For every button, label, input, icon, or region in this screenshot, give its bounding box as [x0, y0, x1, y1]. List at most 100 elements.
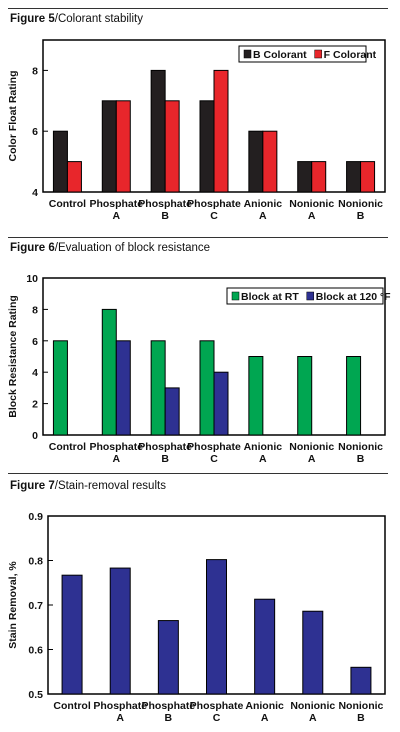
y-tick-label: 6 [32, 336, 38, 348]
bar [350, 666, 372, 695]
x-category-label-line: Nonionic [338, 441, 383, 453]
x-category-label-line: B [357, 210, 365, 222]
x-category-label-line: C [213, 712, 221, 724]
x-category-label: Control [49, 441, 86, 453]
y-tick-label: 8 [32, 304, 38, 316]
x-category-label: Phosphate A [89, 198, 143, 222]
x-category-label-line: Phosphate [190, 700, 244, 712]
figure-6-heading: Figure 6/Evaluation of block resistance [10, 242, 210, 254]
legend-swatch [306, 291, 315, 301]
bar [164, 100, 180, 193]
legend-label: Block at 120 °F [316, 291, 391, 303]
x-category-label-line: Nonionic [338, 700, 383, 712]
x-category-label-line: C [210, 210, 218, 222]
y-tick-label: 6 [32, 126, 38, 138]
legend-label: F Colorant [324, 49, 377, 61]
bar [206, 559, 227, 695]
x-category-label-line: Anionic [244, 441, 283, 453]
bar [199, 340, 215, 436]
x-category-label: Nonionic A [289, 441, 334, 465]
x-category-label-line: A [309, 712, 317, 724]
bar [52, 130, 68, 193]
bar [66, 161, 82, 193]
y-tick-label: 0 [32, 430, 38, 442]
legend-box [226, 287, 384, 305]
x-category-label: Nonionic B [338, 700, 383, 724]
bar [360, 161, 376, 193]
bar [254, 598, 276, 695]
x-category-label: Control [53, 700, 90, 712]
x-category-label: Phosphate A [93, 700, 147, 724]
x-category-label-line: C [210, 453, 218, 465]
x-category-label-line: Anionic [244, 198, 283, 210]
bar [213, 371, 229, 436]
x-category-label-line: B [161, 453, 169, 465]
x-category-label-line: Phosphate [93, 700, 147, 712]
x-category-label-line: A [112, 453, 120, 465]
figure-5-number: Figure 5 [10, 13, 55, 25]
x-category-label-line: Phosphate [138, 441, 192, 453]
y-tick-label: 0.9 [28, 511, 43, 523]
bar [150, 69, 166, 193]
x-category-label-line: A [116, 712, 124, 724]
bar [52, 340, 68, 436]
figure-5-top-rule [8, 8, 388, 9]
bar [248, 356, 264, 436]
bar [302, 610, 324, 695]
x-category-label: Anionic A [244, 198, 283, 222]
x-category-label: Anionic A [245, 700, 284, 724]
legend-label: Block at RT [241, 291, 299, 303]
figure-7-caption: Stain-removal results [57, 480, 166, 492]
x-category-label-line: Phosphate [138, 198, 192, 210]
x-category-label: Phosphate B [138, 441, 192, 465]
x-category-label: Nonionic B [338, 198, 383, 222]
x-category-label-line: Control [49, 441, 86, 453]
y-tick-label: 4 [32, 187, 38, 199]
x-category-label-line: Nonionic [289, 441, 334, 453]
bar [115, 100, 131, 193]
y-axis-title: Block Resistance Rating [7, 295, 19, 418]
figure-6-top-rule [8, 237, 388, 238]
bar [101, 308, 117, 436]
bar [262, 130, 278, 193]
y-tick-label: 0.5 [28, 689, 43, 701]
x-category-label-line: Control [49, 198, 86, 210]
figure-6-number: Figure 6 [10, 242, 55, 254]
x-category-label-line: Nonionic [289, 198, 334, 210]
bar [248, 130, 264, 193]
x-category-label-line: A [259, 210, 267, 222]
legend-box [238, 45, 367, 63]
x-category-label-line: A [112, 210, 120, 222]
x-category-label: Anionic A [244, 441, 283, 465]
figure-6-separator: / [54, 242, 58, 254]
x-category-label-line: B [165, 712, 173, 724]
legend-swatch [314, 49, 322, 59]
bar [346, 161, 362, 193]
x-category-label-line: A [308, 453, 316, 465]
bar [213, 69, 229, 193]
x-category-label-line: B [161, 210, 169, 222]
bar [311, 161, 327, 193]
legend-swatch [243, 49, 252, 59]
x-category-label: Control [49, 198, 86, 210]
x-category-label-line: B [357, 453, 365, 465]
x-category-label-line: Phosphate [187, 441, 241, 453]
x-category-label: Phosphate C [190, 700, 244, 724]
y-tick-label: 2 [32, 399, 38, 411]
y-axis-title: Stain Removal, % [7, 561, 19, 649]
bar [109, 567, 131, 695]
x-category-label: Phosphate C [187, 198, 241, 222]
figure-7-top-rule [8, 473, 388, 474]
x-category-label-line: Nonionic [290, 700, 335, 712]
bar [61, 574, 83, 695]
legend-swatch [231, 291, 240, 301]
x-category-label-line: Phosphate [187, 198, 241, 210]
x-category-label: Phosphate B [142, 700, 196, 724]
bar [115, 340, 131, 436]
x-category-label-line: A [259, 453, 267, 465]
bar [164, 387, 180, 436]
x-category-label-line: A [308, 210, 316, 222]
y-tick-label: 4 [32, 367, 38, 379]
